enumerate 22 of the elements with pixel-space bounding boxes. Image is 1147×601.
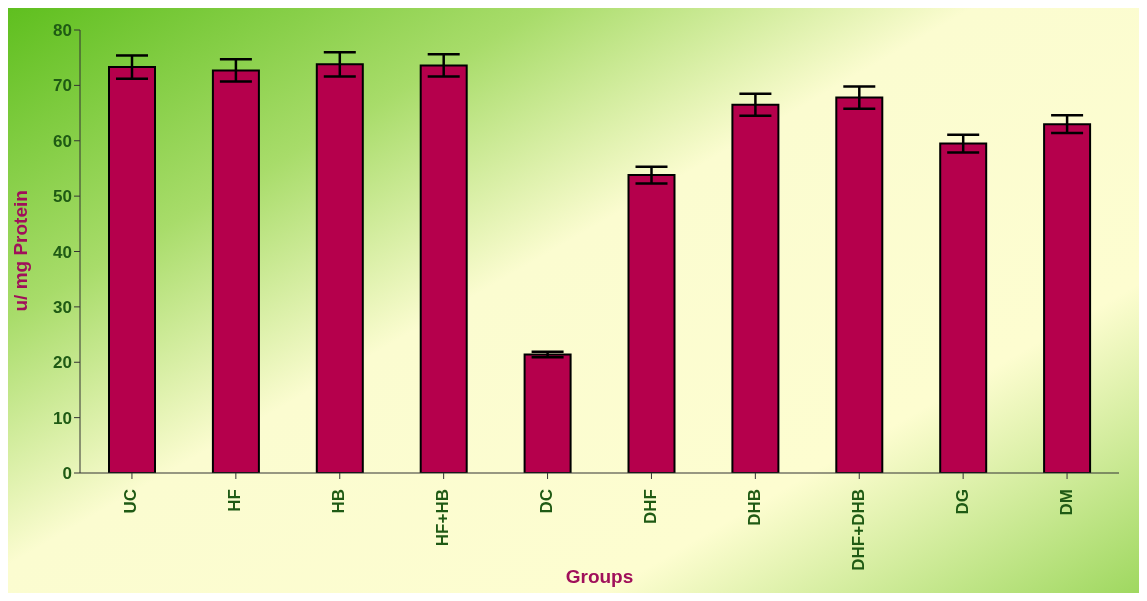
x-tick-label: HF+HB (433, 489, 453, 547)
x-tick-label: DHB (744, 489, 764, 526)
x-axis-title: Groups (565, 566, 634, 587)
x-tick-label: UC (121, 489, 141, 514)
x-tick-label: DHF+DHB (848, 489, 868, 571)
y-tick-label: 80 (53, 21, 72, 41)
y-tick-label: 50 (53, 187, 72, 207)
x-tick-label: HF (225, 489, 245, 512)
y-tick-label: 60 (53, 131, 72, 151)
x-tick-label: DC (537, 489, 557, 514)
y-tick-label: 10 (53, 408, 72, 428)
y-tick-label: 0 (62, 464, 72, 484)
bar (523, 353, 572, 473)
y-axis-title: u/ mg Protein (9, 190, 31, 312)
y-tick-label: 20 (53, 353, 72, 373)
x-tick-label: HB (329, 489, 349, 514)
x-tick-label: DM (1056, 489, 1076, 516)
y-tick-label: 70 (53, 76, 72, 96)
x-tick-label: DHF (640, 489, 660, 524)
y-tick-label: 30 (53, 297, 72, 317)
y-tick-label: 40 (53, 242, 72, 262)
x-tick-label: DG (952, 489, 972, 515)
